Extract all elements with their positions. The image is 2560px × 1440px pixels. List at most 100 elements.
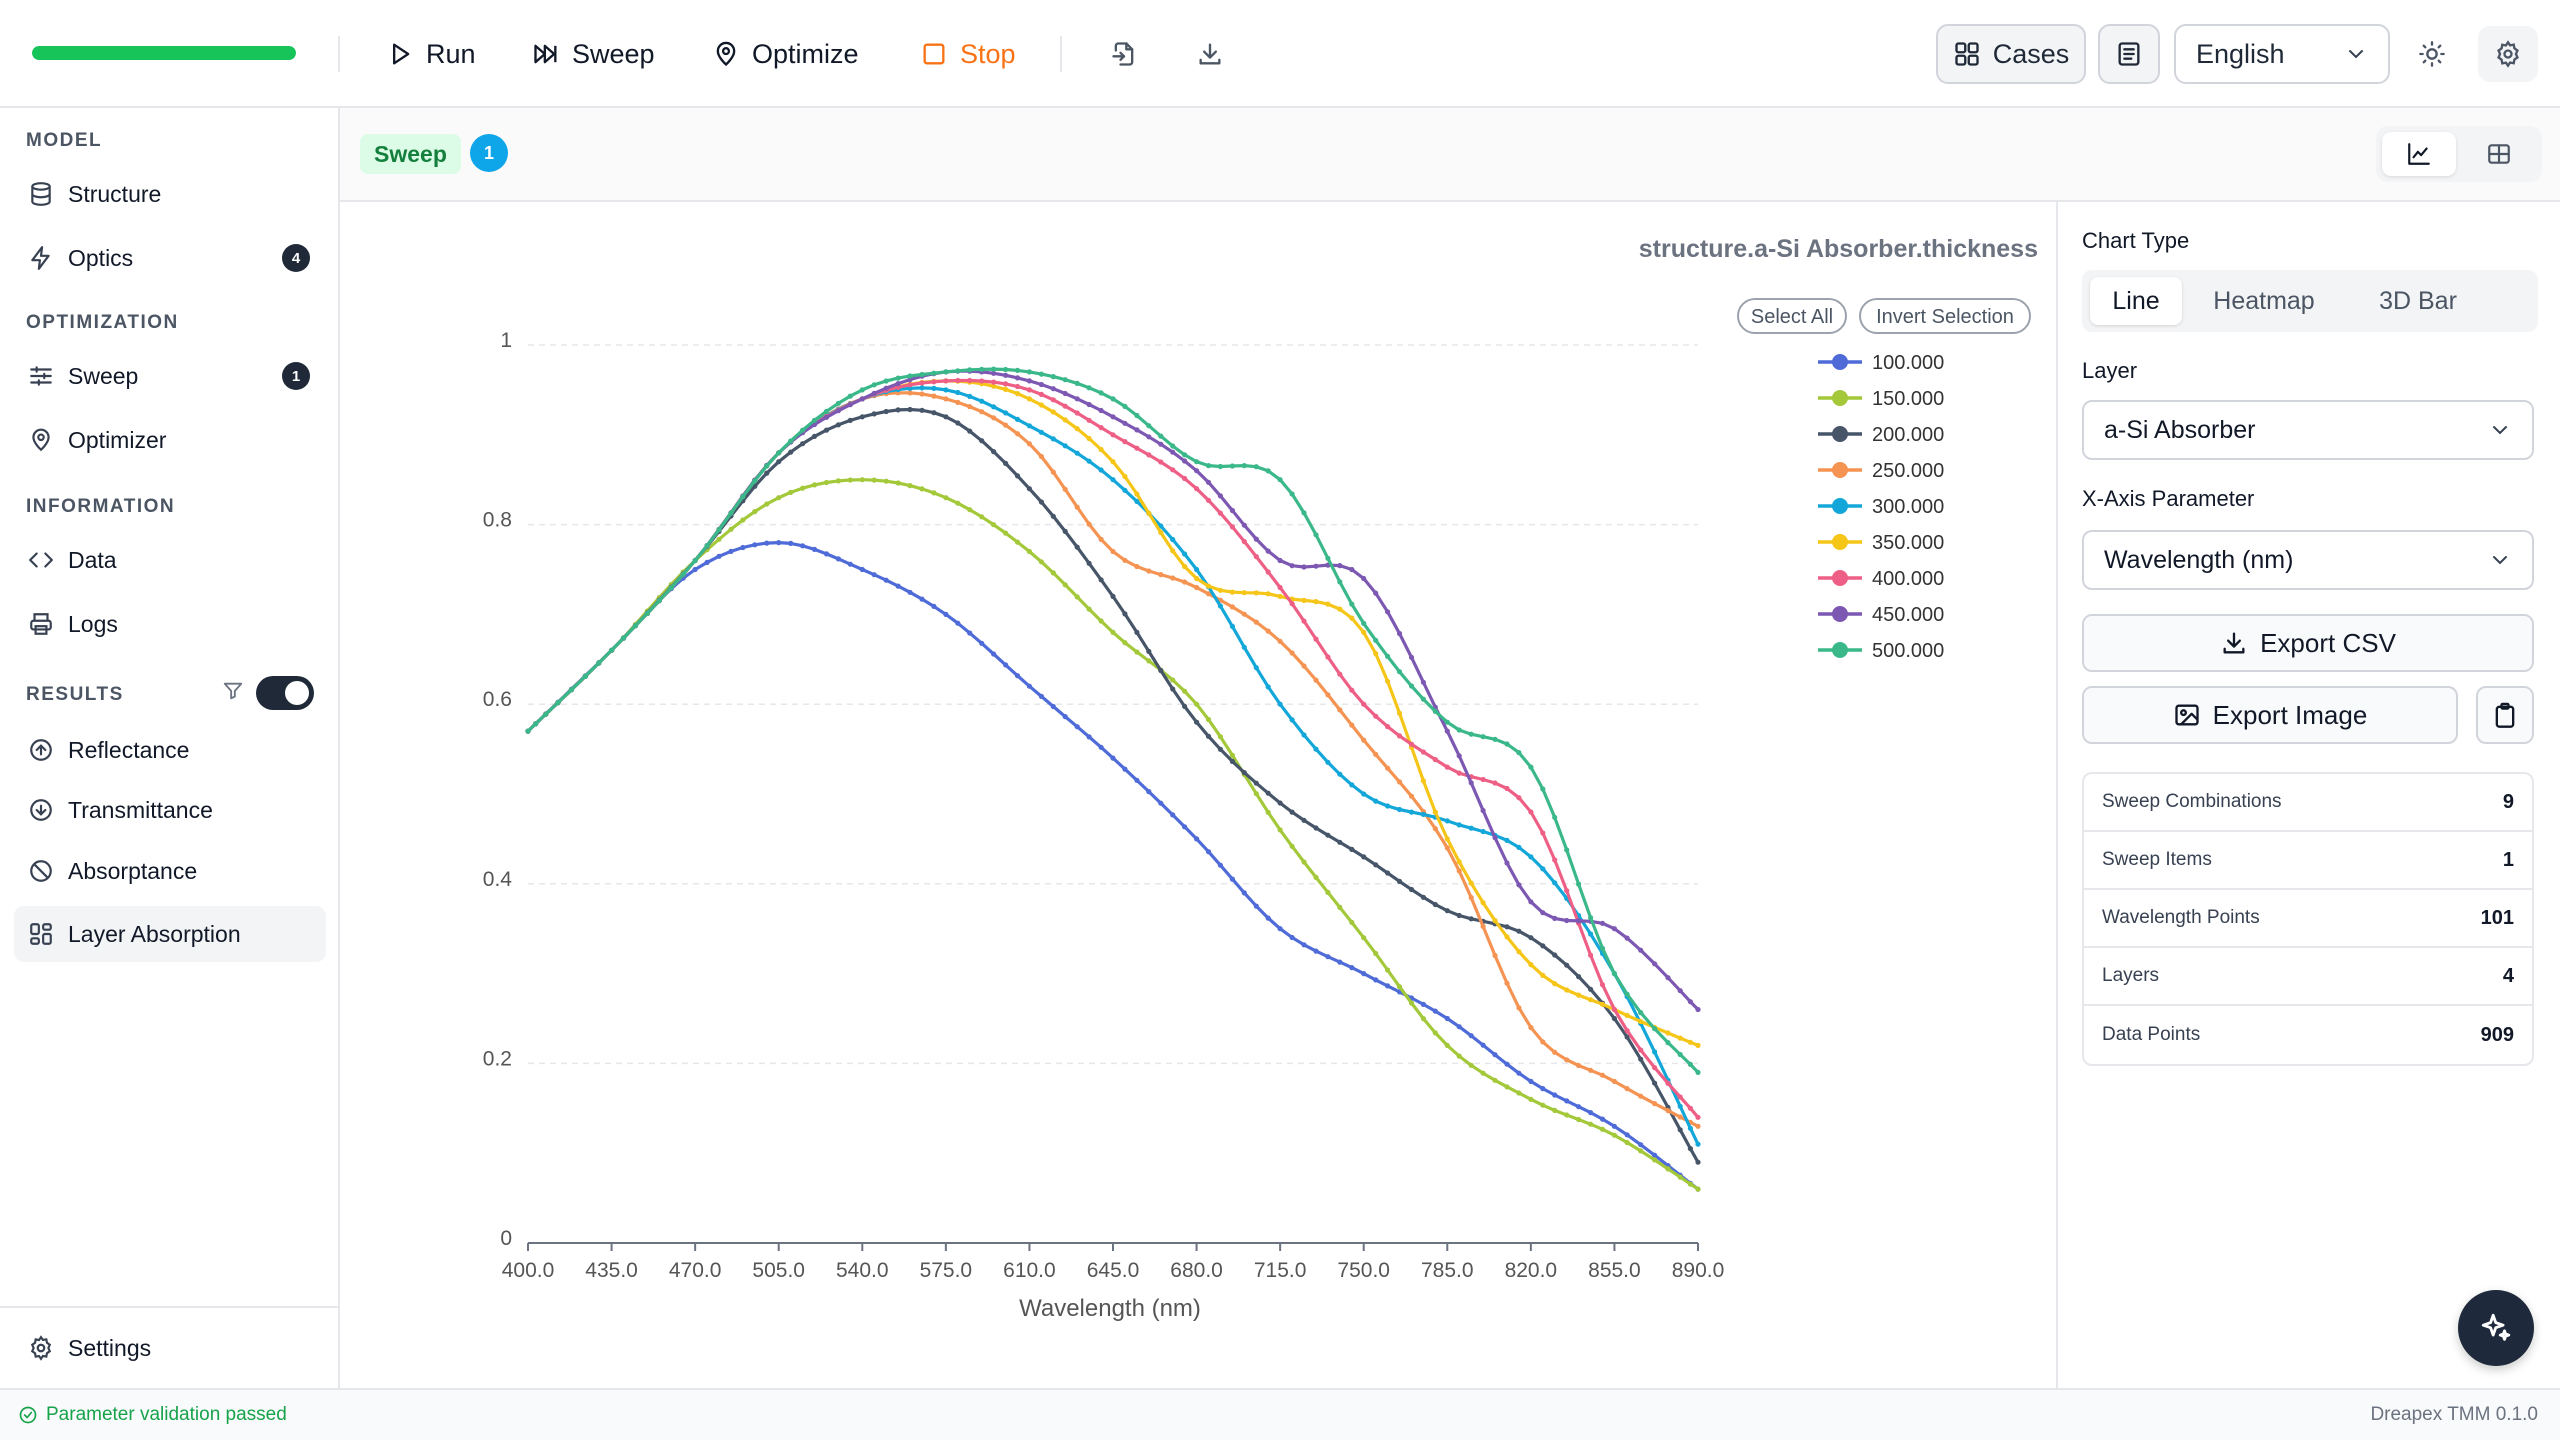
copy-to-clipboard-button[interactable] (2476, 686, 2534, 744)
chart-type-3d-bar[interactable]: 3D Bar (2379, 286, 2457, 315)
legend-item[interactable]: 250.000 (1818, 460, 1944, 482)
data-point (1301, 564, 1307, 570)
sidebar-item-label: Optics (68, 244, 134, 271)
legend-item[interactable]: 350.000 (1818, 532, 1944, 554)
run-label: Run (426, 38, 476, 69)
data-point (907, 406, 913, 413)
sidebar-item-sweep[interactable]: Sweep 1 (14, 348, 326, 404)
legend-item[interactable]: 500.000 (1818, 640, 1944, 662)
data-point (919, 486, 925, 492)
data-point (1588, 952, 1594, 958)
series-200.000[interactable] (525, 406, 1701, 1165)
stop-button[interactable]: Stop (920, 26, 1016, 82)
data-point (1241, 770, 1247, 776)
legend-item[interactable]: 150.000 (1818, 388, 1944, 410)
export-csv-label: Export CSV (2260, 627, 2396, 658)
data-point (1516, 795, 1522, 801)
data-point (1624, 991, 1630, 997)
sidebar-item-optics[interactable]: Optics 4 (14, 230, 326, 286)
data-point (1205, 733, 1212, 739)
data-point (1003, 366, 1009, 373)
arrow-down-circle-icon (30, 799, 52, 821)
data-point (1624, 1034, 1630, 1040)
data-point (1158, 441, 1164, 447)
data-point (1361, 935, 1367, 941)
run-button[interactable]: Run (386, 26, 476, 82)
x-axis-parameter-select[interactable]: Wavelength (nm) (2082, 530, 2534, 590)
data-point (1026, 441, 1032, 447)
data-point (1361, 737, 1367, 743)
data-point (967, 404, 973, 410)
language-select[interactable]: English (2174, 24, 2390, 84)
ai-assistant-button[interactable] (2458, 1290, 2534, 1366)
sweep-tag[interactable]: Sweep (360, 134, 461, 174)
export-image-button[interactable]: Export Image (2082, 686, 2458, 744)
chart-type-line[interactable]: Line (2090, 277, 2182, 325)
filter-icon[interactable] (222, 680, 244, 702)
sweep-button[interactable]: Sweep (532, 26, 655, 82)
legend-item[interactable]: 100.000 (1818, 352, 1944, 374)
optimize-button[interactable]: Optimize (712, 26, 859, 82)
download-button[interactable] (1186, 30, 1234, 78)
export-csv-button[interactable]: Export CSV (2082, 614, 2534, 672)
grid-icon (1955, 42, 1979, 66)
data-point (1504, 1061, 1510, 1067)
layer-select[interactable]: a-Si Absorber (2082, 400, 2534, 460)
legend-item[interactable]: 450.000 (1818, 604, 1944, 626)
settings-button[interactable] (2478, 26, 2538, 82)
table-view-button[interactable] (2462, 132, 2536, 176)
data-point (1241, 590, 1247, 596)
legend-item[interactable]: 300.000 (1818, 496, 1944, 518)
data-point (1432, 1030, 1438, 1036)
series-150.000[interactable] (525, 477, 1701, 1192)
data-point (1301, 817, 1307, 823)
legend-item[interactable]: 400.000 (1818, 568, 1944, 590)
sidebar-item-logs[interactable]: Logs (14, 596, 326, 652)
series-400.000[interactable] (525, 377, 1701, 1120)
series-500.000[interactable] (525, 366, 1701, 1076)
data-point (800, 485, 806, 491)
data-point (1337, 771, 1343, 777)
notes-button[interactable] (2098, 24, 2160, 84)
check-circle-icon (19, 1406, 37, 1424)
sidebar-item-settings[interactable]: Settings (14, 1320, 326, 1376)
data-point (907, 589, 913, 595)
data-point (1588, 997, 1594, 1003)
toolbar-divider (338, 36, 340, 72)
import-button[interactable] (1100, 30, 1148, 78)
sidebar-item-transmittance[interactable]: Transmittance (14, 782, 326, 838)
data-point (1373, 590, 1379, 596)
data-point (1564, 1112, 1570, 1118)
data-point (1349, 722, 1355, 728)
data-point (895, 480, 901, 486)
legend-select-all-button[interactable]: Select All (1737, 298, 1847, 334)
legend-item[interactable]: 200.000 (1818, 424, 1944, 446)
sidebar-item-reflectance[interactable]: Reflectance (14, 722, 326, 778)
sidebar-item-optimizer[interactable]: Optimizer (14, 412, 326, 468)
legend-invert-selection-button[interactable]: Invert Selection (1859, 298, 2031, 334)
chart-type-heatmap[interactable]: Heatmap (2213, 286, 2315, 315)
data-point (835, 400, 841, 406)
data-point (525, 728, 531, 734)
data-point (1158, 800, 1164, 806)
layer-absorption-chart[interactable]: 0 0.2 0.4 0.6 0.8 1 400.0 435.0 470.0 505.0 540.0 5… (340, 202, 2056, 1388)
data-point (1074, 450, 1080, 456)
chart-view-button[interactable] (2382, 132, 2456, 176)
cases-button[interactable]: Cases (1936, 24, 2086, 84)
stat-label: Sweep Combinations (2102, 791, 2282, 812)
theme-toggle-button[interactable] (2408, 30, 2456, 78)
data-point (1599, 1001, 1606, 1007)
sidebar-item-absorptance[interactable]: Absorptance (14, 843, 326, 899)
sidebar-item-structure[interactable]: Structure (14, 166, 326, 222)
series-100.000[interactable] (525, 540, 1701, 1192)
results-filter-toggle[interactable] (256, 676, 314, 710)
data-point (1695, 1186, 1701, 1192)
data-point (1492, 952, 1498, 959)
series-450.000[interactable] (525, 368, 1701, 1013)
data-point (1349, 615, 1355, 621)
data-point (1588, 915, 1594, 921)
series-300.000[interactable] (525, 385, 1701, 1147)
sidebar-item-data[interactable]: Data (14, 532, 326, 588)
sidebar-item-layer-absorption[interactable]: Layer Absorption (14, 906, 326, 962)
file-import-icon (1112, 42, 1134, 66)
